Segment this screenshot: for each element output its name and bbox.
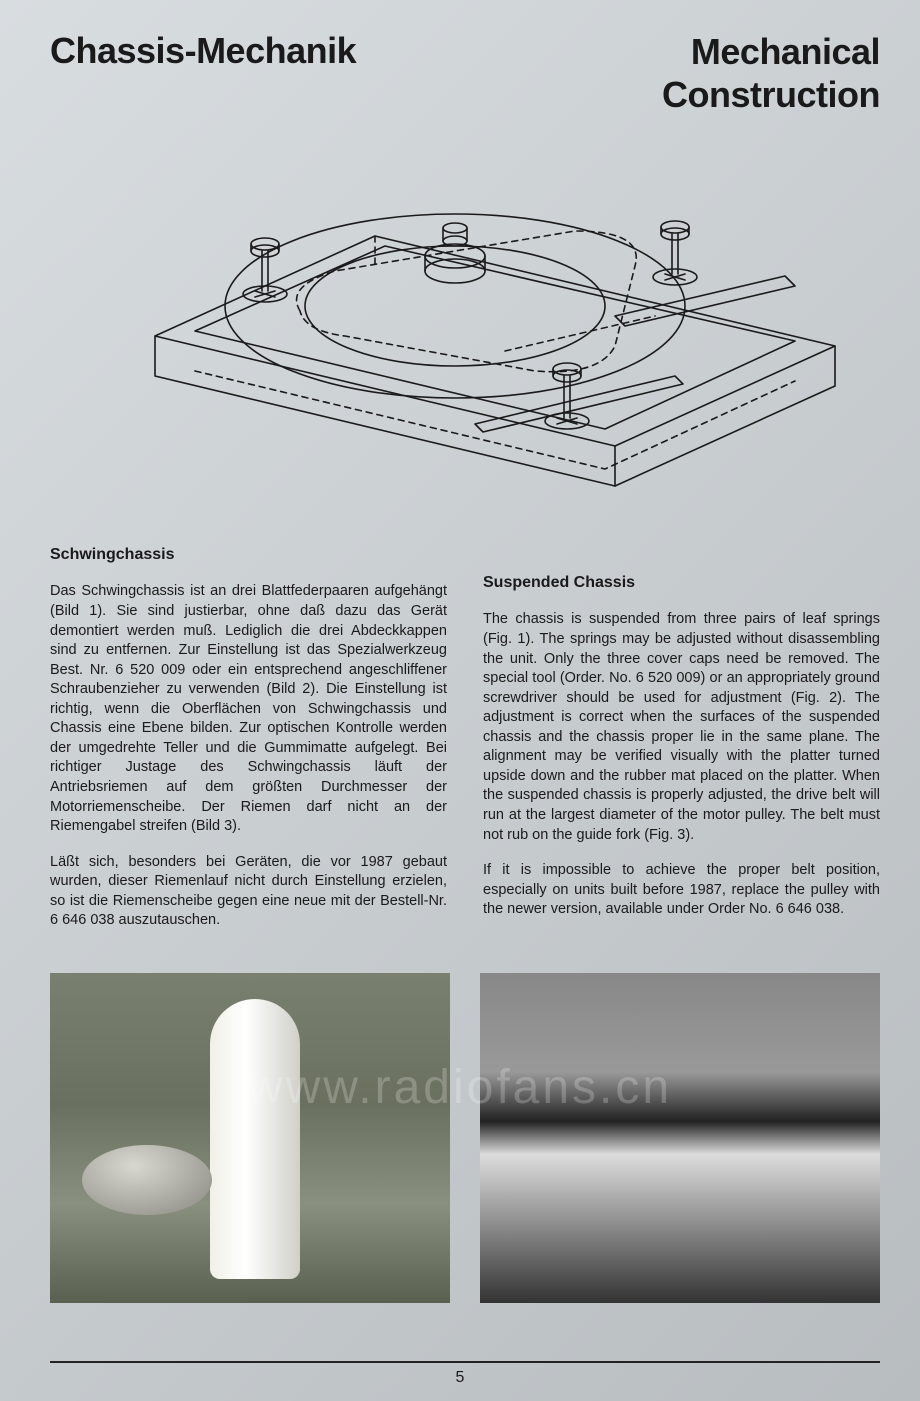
subhead-english: Suspended Chassis — [483, 574, 880, 592]
title-english: Mechanical Construction — [662, 30, 880, 116]
title-german: Chassis-Mechanik — [50, 30, 356, 72]
english-paragraph-2: If it is impossible to achieve the prope… — [483, 861, 880, 920]
text-columns: Schwingchassis Das Schwingchassis ist an… — [50, 546, 880, 947]
german-paragraph-1: Das Schwingchassis ist an drei Blattfede… — [50, 582, 447, 836]
column-english: Suspended Chassis The chassis is suspend… — [483, 574, 880, 947]
title-english-line1: Mechanical — [662, 30, 880, 73]
german-paragraph-2: Läßt sich, besonders bei Geräten, die vo… — [50, 853, 447, 931]
column-german: Schwingchassis Das Schwingchassis ist an… — [50, 546, 447, 947]
title-english-line2: Construction — [662, 73, 880, 116]
footer-rule — [50, 1361, 880, 1363]
chassis-diagram-svg — [55, 136, 875, 506]
page-number: 5 — [0, 1369, 920, 1387]
photo-adjustment-tool — [50, 973, 450, 1303]
subhead-german: Schwingchassis — [50, 546, 447, 564]
isometric-diagram — [50, 126, 880, 516]
header-row: Chassis-Mechanik Mechanical Construction — [50, 30, 880, 116]
photo-row — [50, 973, 880, 1303]
photo-belt-pulley — [480, 973, 880, 1303]
english-paragraph-1: The chassis is suspended from three pair… — [483, 610, 880, 845]
